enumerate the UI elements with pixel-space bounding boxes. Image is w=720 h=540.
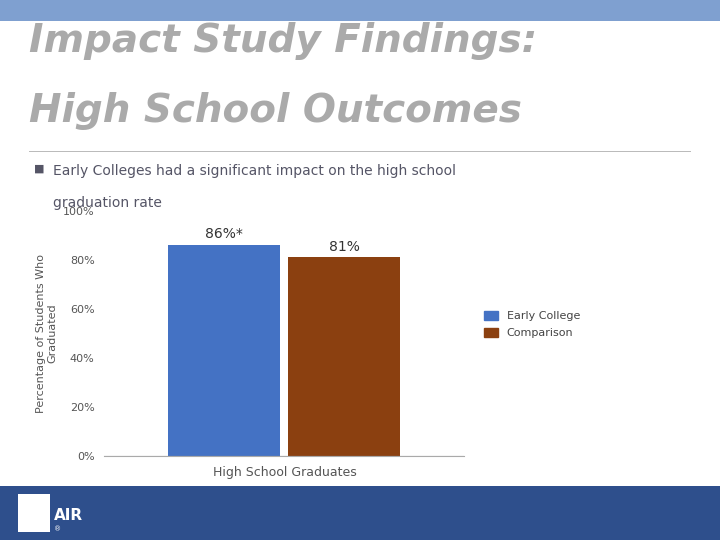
Y-axis label: Percentage of Students Who
Graduated: Percentage of Students Who Graduated	[36, 254, 58, 413]
Text: AIR: AIR	[54, 508, 83, 523]
Text: Early Colleges had a significant impact on the high school: Early Colleges had a significant impact …	[53, 164, 456, 178]
Bar	[289, 257, 400, 456]
Bar	[168, 245, 280, 456]
Legend: Early College, Comparison: Early College, Comparison	[485, 310, 580, 338]
Text: graduation rate: graduation rate	[53, 196, 162, 210]
Bar	[18, 494, 50, 532]
Text: 81%: 81%	[329, 240, 360, 254]
Text: ®: ®	[54, 526, 61, 532]
Text: High School Outcomes: High School Outcomes	[29, 92, 522, 130]
Text: Impact Study Findings:: Impact Study Findings:	[29, 22, 537, 59]
Text: ■: ■	[34, 164, 45, 174]
Text: 86%*: 86%*	[205, 227, 243, 241]
